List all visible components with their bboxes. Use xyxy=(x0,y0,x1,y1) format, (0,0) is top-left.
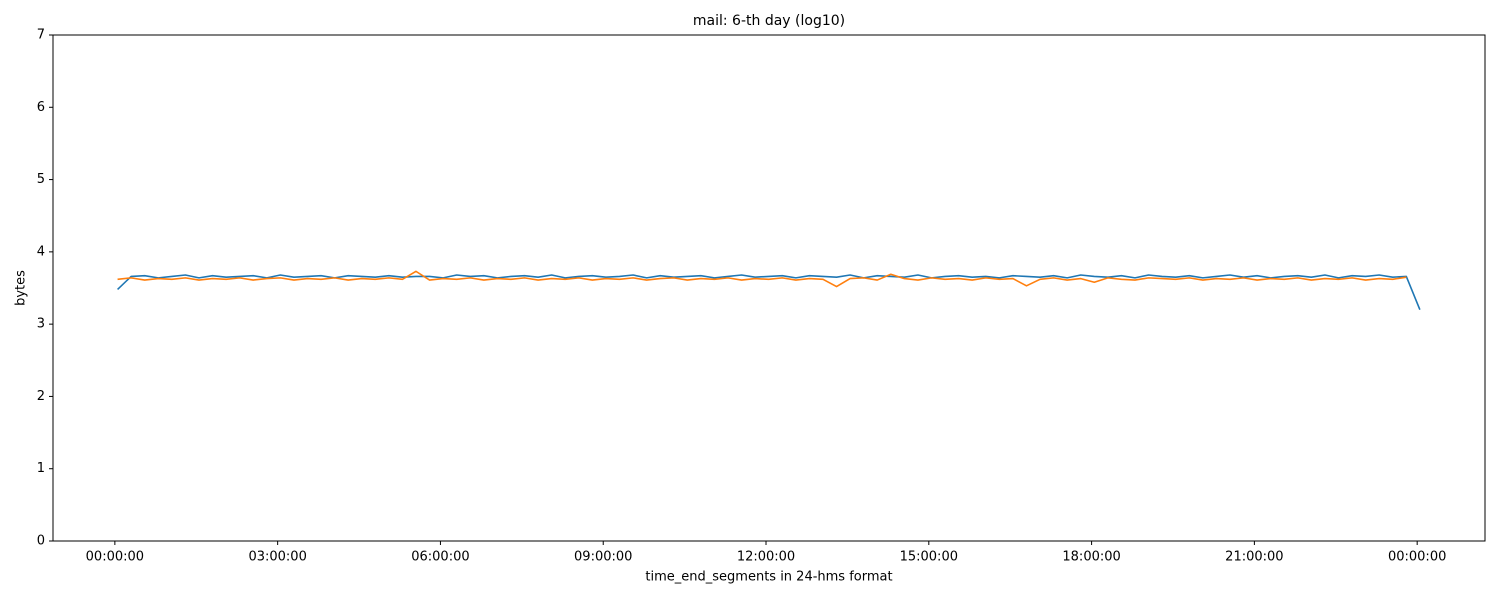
x-tick-label: 03:00:00 xyxy=(248,550,306,565)
x-tick-label: 18:00:00 xyxy=(1062,550,1120,565)
y-axis-label: bytes xyxy=(14,270,29,306)
x-tick-label: 15:00:00 xyxy=(900,550,958,565)
plot-frame xyxy=(52,34,1486,542)
y-tick-label: 6 xyxy=(37,100,45,115)
x-tick-label: 21:00:00 xyxy=(1225,550,1283,565)
y-tick-label: 5 xyxy=(37,172,45,187)
x-tick-label: 09:00:00 xyxy=(574,550,632,565)
series-line xyxy=(117,274,1421,310)
chart-title: mail: 6-th day (log10) xyxy=(693,13,845,29)
x-axis-label: time_end_segments in 24-hms format xyxy=(645,570,892,585)
x-tick-label: 06:00:00 xyxy=(411,550,469,565)
y-tick-label: 2 xyxy=(37,389,45,404)
series-line xyxy=(117,270,1407,288)
x-tick-label: 12:00:00 xyxy=(737,550,795,565)
x-tick-label: 00:00:00 xyxy=(86,550,144,565)
y-tick-label: 7 xyxy=(37,28,45,43)
x-tick-label: 00:00:00 xyxy=(1388,550,1446,565)
y-tick-label: 4 xyxy=(37,244,45,259)
y-tick-label: 1 xyxy=(37,461,45,476)
y-tick-label: 0 xyxy=(37,534,45,549)
y-tick-label: 3 xyxy=(37,317,45,332)
